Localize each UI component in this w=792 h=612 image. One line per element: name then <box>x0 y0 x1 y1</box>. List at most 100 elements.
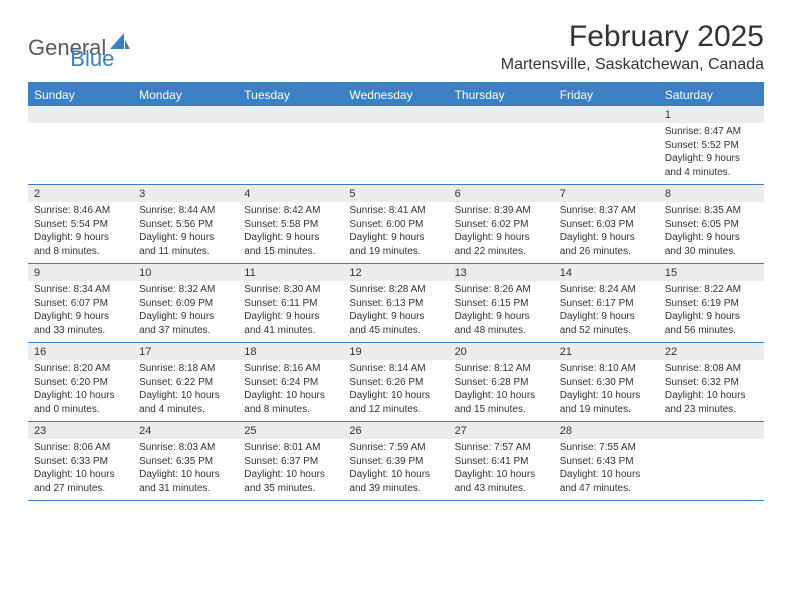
day-header-row: Sunday Monday Tuesday Wednesday Thursday… <box>28 84 764 106</box>
day-header-fri: Friday <box>554 84 659 106</box>
daylight1-text: Daylight: 10 hours <box>665 389 758 403</box>
daylight2-text: and 15 minutes. <box>455 403 548 417</box>
day-content: Sunrise: 8:24 AMSunset: 6:17 PMDaylight:… <box>554 281 659 341</box>
day-content: Sunrise: 8:42 AMSunset: 5:58 PMDaylight:… <box>238 202 343 262</box>
day-number: 26 <box>343 422 448 439</box>
daylight1-text: Daylight: 9 hours <box>139 231 232 245</box>
day-number: 1 <box>659 106 764 123</box>
day-content: Sunrise: 8:06 AMSunset: 6:33 PMDaylight:… <box>28 439 133 499</box>
day-cell: 5Sunrise: 8:41 AMSunset: 6:00 PMDaylight… <box>343 185 448 263</box>
sunset-text: Sunset: 6:30 PM <box>560 376 653 390</box>
daylight1-text: Daylight: 9 hours <box>139 310 232 324</box>
week-row: 23Sunrise: 8:06 AMSunset: 6:33 PMDayligh… <box>28 422 764 501</box>
sunset-text: Sunset: 6:26 PM <box>349 376 442 390</box>
daylight1-text: Daylight: 10 hours <box>34 468 127 482</box>
daylight2-text: and 19 minutes. <box>560 403 653 417</box>
day-header-wed: Wednesday <box>343 84 448 106</box>
day-cell: 2Sunrise: 8:46 AMSunset: 5:54 PMDaylight… <box>28 185 133 263</box>
day-content: Sunrise: 8:39 AMSunset: 6:02 PMDaylight:… <box>449 202 554 262</box>
day-cell: 9Sunrise: 8:34 AMSunset: 6:07 PMDaylight… <box>28 264 133 342</box>
daylight1-text: Daylight: 10 hours <box>244 389 337 403</box>
sunrise-text: Sunrise: 8:24 AM <box>560 283 653 297</box>
sunrise-text: Sunrise: 7:55 AM <box>560 441 653 455</box>
daylight1-text: Daylight: 10 hours <box>139 389 232 403</box>
sunset-text: Sunset: 6:15 PM <box>455 297 548 311</box>
week-row: 1Sunrise: 8:47 AMSunset: 5:52 PMDaylight… <box>28 106 764 185</box>
day-cell: 12Sunrise: 8:28 AMSunset: 6:13 PMDayligh… <box>343 264 448 342</box>
day-content: Sunrise: 8:18 AMSunset: 6:22 PMDaylight:… <box>133 360 238 420</box>
day-cell <box>659 422 764 500</box>
sunrise-text: Sunrise: 8:35 AM <box>665 204 758 218</box>
sunrise-text: Sunrise: 8:01 AM <box>244 441 337 455</box>
daylight1-text: Daylight: 10 hours <box>349 468 442 482</box>
day-content: Sunrise: 8:35 AMSunset: 6:05 PMDaylight:… <box>659 202 764 262</box>
day-content <box>659 439 764 445</box>
sunrise-text: Sunrise: 8:14 AM <box>349 362 442 376</box>
daylight2-text: and 8 minutes. <box>34 245 127 259</box>
day-number: 15 <box>659 264 764 281</box>
sunrise-text: Sunrise: 8:47 AM <box>665 125 758 139</box>
day-header-sun: Sunday <box>28 84 133 106</box>
title-block: February 2025 Martensville, Saskatchewan… <box>501 20 764 74</box>
day-content: Sunrise: 8:16 AMSunset: 6:24 PMDaylight:… <box>238 360 343 420</box>
daylight1-text: Daylight: 10 hours <box>244 468 337 482</box>
day-header-sat: Saturday <box>659 84 764 106</box>
daylight2-text: and 30 minutes. <box>665 245 758 259</box>
day-number: 14 <box>554 264 659 281</box>
day-cell: 24Sunrise: 8:03 AMSunset: 6:35 PMDayligh… <box>133 422 238 500</box>
day-header-thu: Thursday <box>449 84 554 106</box>
day-content <box>133 123 238 129</box>
day-number: 3 <box>133 185 238 202</box>
day-number <box>343 106 448 123</box>
sunrise-text: Sunrise: 8:10 AM <box>560 362 653 376</box>
day-content: Sunrise: 8:44 AMSunset: 5:56 PMDaylight:… <box>133 202 238 262</box>
sunset-text: Sunset: 6:00 PM <box>349 218 442 232</box>
sunrise-text: Sunrise: 7:59 AM <box>349 441 442 455</box>
sunset-text: Sunset: 6:39 PM <box>349 455 442 469</box>
week-row: 16Sunrise: 8:20 AMSunset: 6:20 PMDayligh… <box>28 343 764 422</box>
sunset-text: Sunset: 6:32 PM <box>665 376 758 390</box>
daylight2-text: and 27 minutes. <box>34 482 127 496</box>
day-cell: 17Sunrise: 8:18 AMSunset: 6:22 PMDayligh… <box>133 343 238 421</box>
sunset-text: Sunset: 6:07 PM <box>34 297 127 311</box>
sunset-text: Sunset: 6:43 PM <box>560 455 653 469</box>
day-cell: 19Sunrise: 8:14 AMSunset: 6:26 PMDayligh… <box>343 343 448 421</box>
day-content: Sunrise: 8:14 AMSunset: 6:26 PMDaylight:… <box>343 360 448 420</box>
daylight1-text: Daylight: 9 hours <box>455 231 548 245</box>
brand-logo: General Blue <box>28 24 114 72</box>
day-number: 19 <box>343 343 448 360</box>
day-content: Sunrise: 8:28 AMSunset: 6:13 PMDaylight:… <box>343 281 448 341</box>
day-content: Sunrise: 8:08 AMSunset: 6:32 PMDaylight:… <box>659 360 764 420</box>
day-number: 18 <box>238 343 343 360</box>
sunset-text: Sunset: 6:22 PM <box>139 376 232 390</box>
sunset-text: Sunset: 6:41 PM <box>455 455 548 469</box>
daylight2-text: and 12 minutes. <box>349 403 442 417</box>
day-number: 7 <box>554 185 659 202</box>
daylight1-text: Daylight: 9 hours <box>34 310 127 324</box>
daylight2-text: and 31 minutes. <box>139 482 232 496</box>
daylight2-text: and 8 minutes. <box>244 403 337 417</box>
day-header-mon: Monday <box>133 84 238 106</box>
day-number: 12 <box>343 264 448 281</box>
day-cell: 13Sunrise: 8:26 AMSunset: 6:15 PMDayligh… <box>449 264 554 342</box>
day-number <box>659 422 764 439</box>
sunset-text: Sunset: 6:28 PM <box>455 376 548 390</box>
day-cell: 8Sunrise: 8:35 AMSunset: 6:05 PMDaylight… <box>659 185 764 263</box>
day-number: 21 <box>554 343 659 360</box>
daylight1-text: Daylight: 9 hours <box>244 231 337 245</box>
sunset-text: Sunset: 6:24 PM <box>244 376 337 390</box>
sunrise-text: Sunrise: 8:46 AM <box>34 204 127 218</box>
day-number <box>449 106 554 123</box>
day-content: Sunrise: 8:12 AMSunset: 6:28 PMDaylight:… <box>449 360 554 420</box>
sunrise-text: Sunrise: 8:18 AM <box>139 362 232 376</box>
sunrise-text: Sunrise: 7:57 AM <box>455 441 548 455</box>
calendar-grid: Sunday Monday Tuesday Wednesday Thursday… <box>28 82 764 501</box>
day-number: 5 <box>343 185 448 202</box>
day-content: Sunrise: 8:41 AMSunset: 6:00 PMDaylight:… <box>343 202 448 262</box>
daylight2-text: and 37 minutes. <box>139 324 232 338</box>
day-number <box>554 106 659 123</box>
daylight2-text: and 4 minutes. <box>665 166 758 180</box>
sunset-text: Sunset: 6:05 PM <box>665 218 758 232</box>
daylight2-text: and 45 minutes. <box>349 324 442 338</box>
day-content: Sunrise: 8:30 AMSunset: 6:11 PMDaylight:… <box>238 281 343 341</box>
